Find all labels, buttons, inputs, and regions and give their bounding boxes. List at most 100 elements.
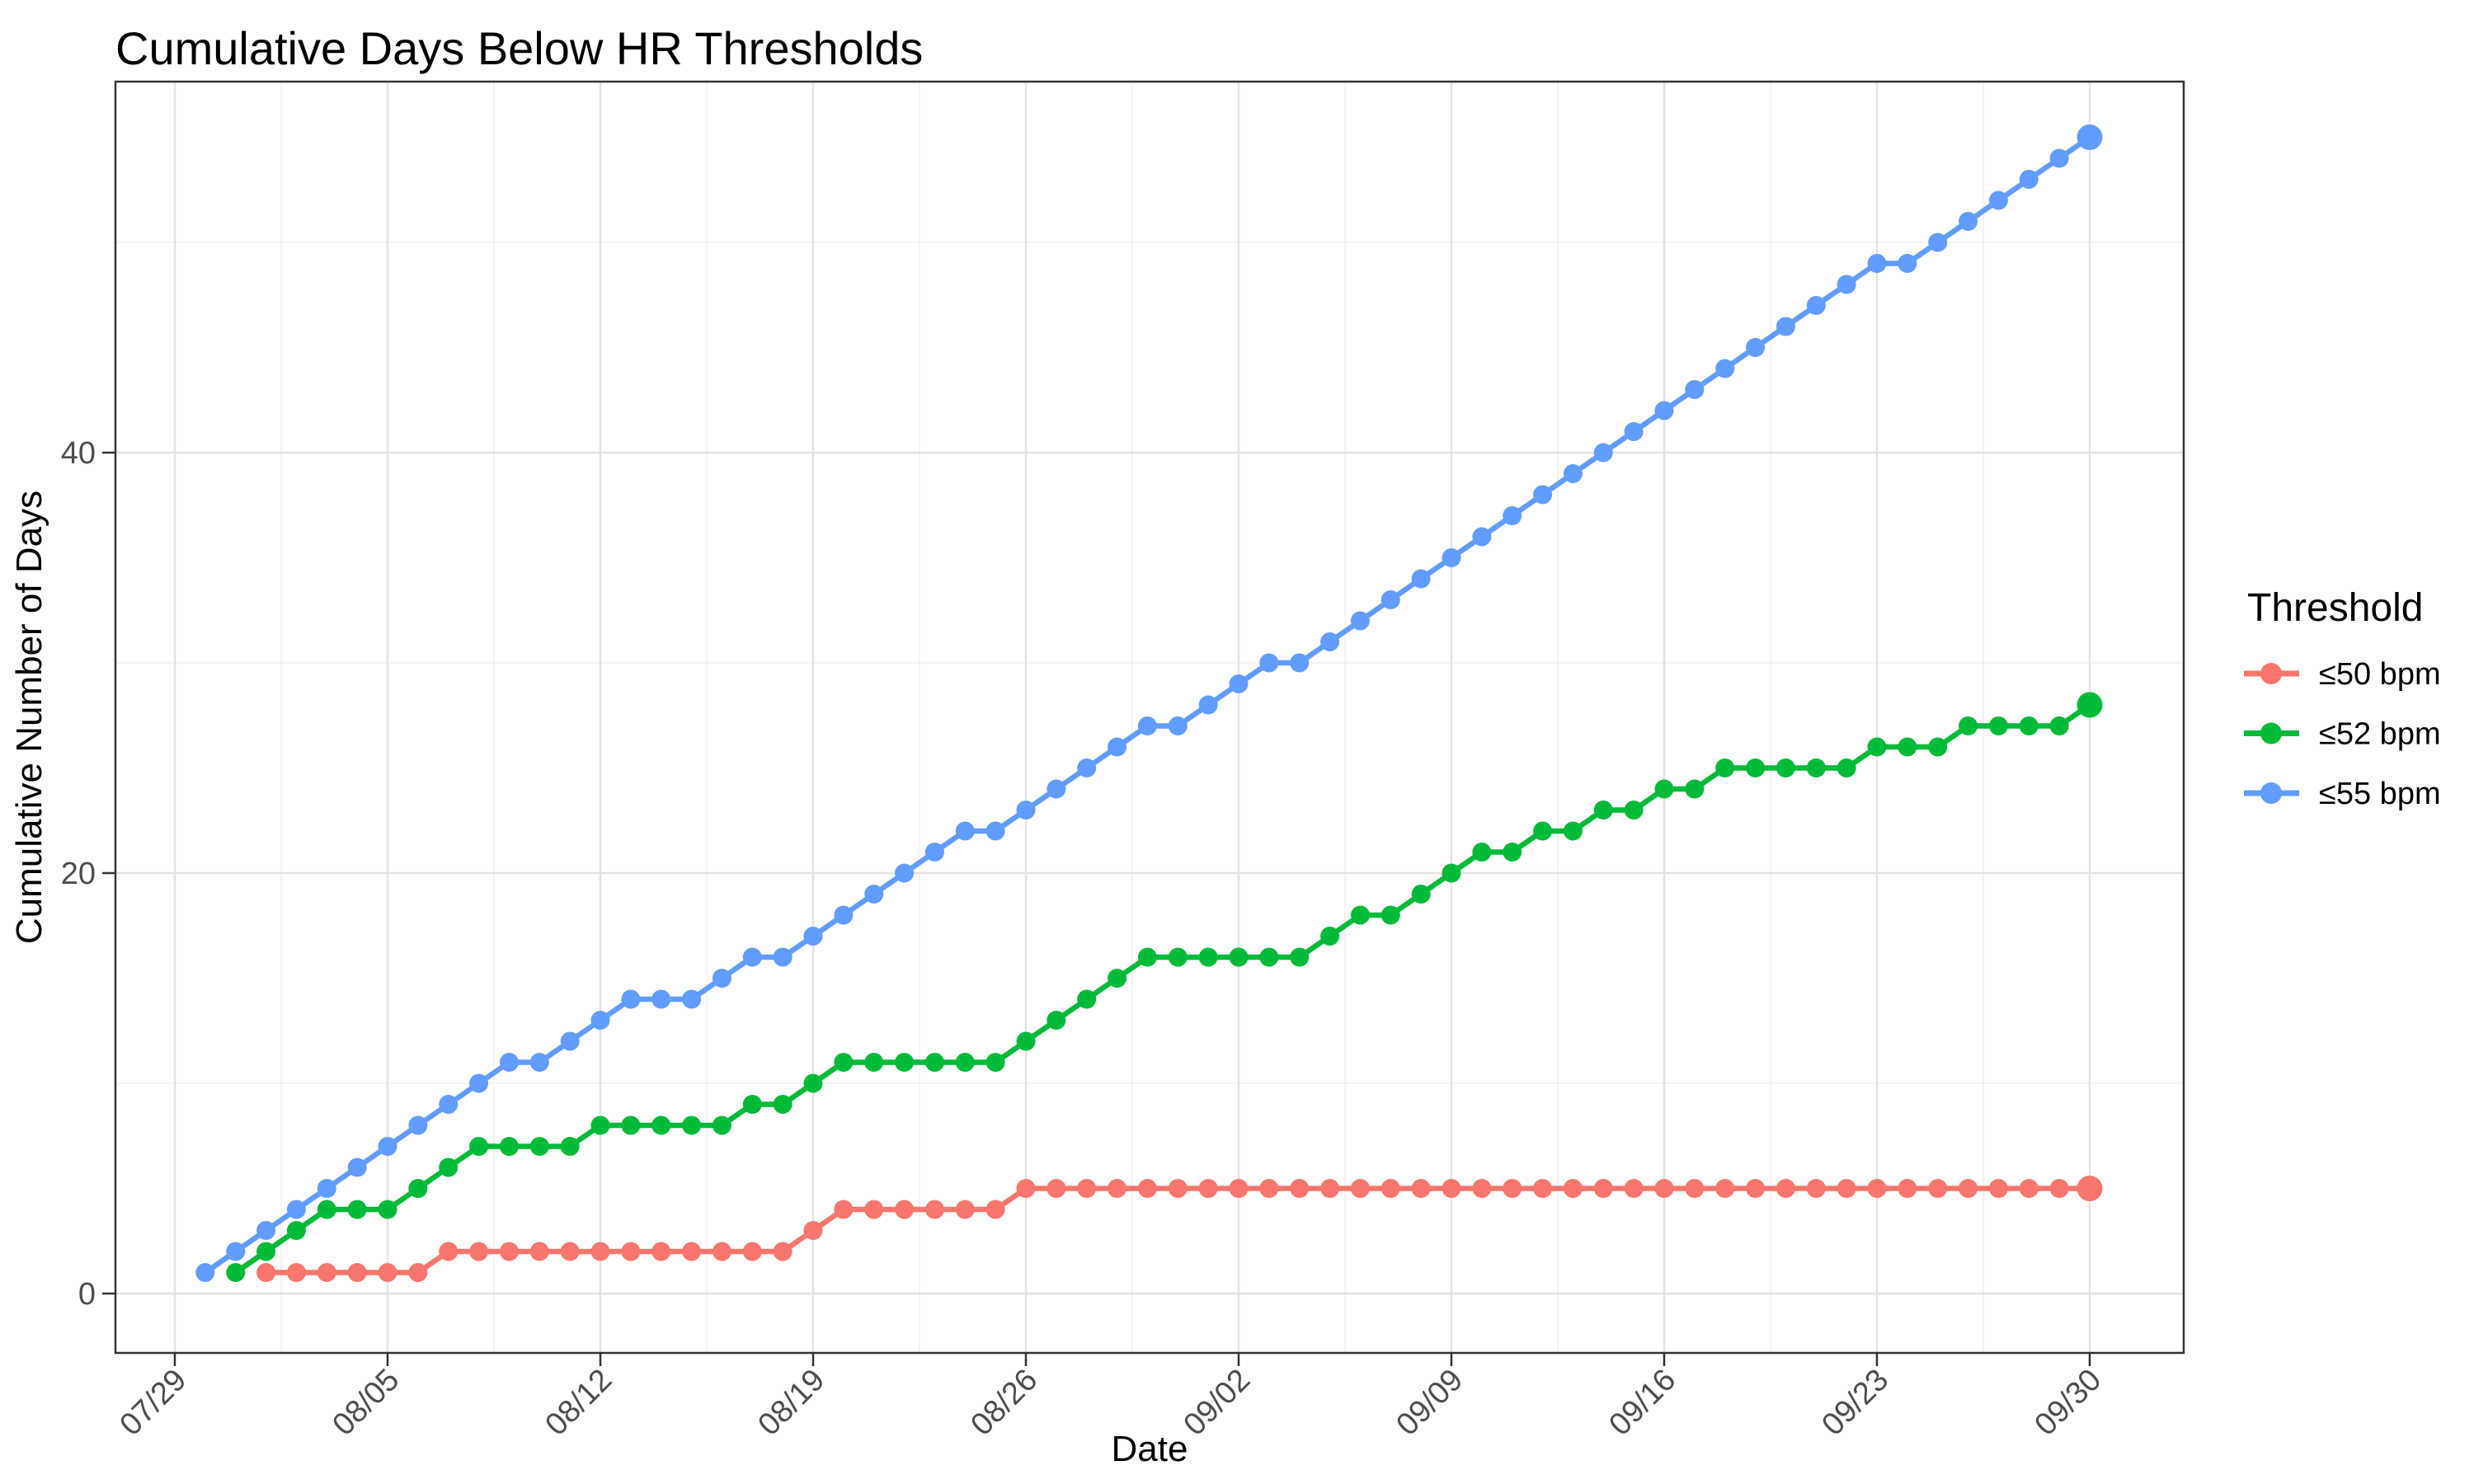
data-point-le52 — [1290, 947, 1310, 967]
data-point-le52 — [1806, 758, 1826, 777]
data-point-le52 — [2049, 716, 2069, 735]
data-point-le52 — [803, 1073, 823, 1093]
data-point-le55 — [590, 1011, 610, 1030]
data-point-le55 — [1137, 716, 1157, 735]
data-point-le55 — [924, 843, 944, 862]
data-point-le52 — [864, 1053, 884, 1072]
data-point-le50 — [682, 1242, 702, 1261]
data-point-le50 — [1259, 1179, 1279, 1198]
data-point-le50 — [529, 1242, 549, 1261]
data-point-le50 — [1411, 1179, 1431, 1198]
data-point-le52 — [1503, 843, 1522, 862]
data-point-le55 — [895, 863, 915, 883]
x-tick-label: 08/19 — [751, 1363, 831, 1443]
data-point-le52 — [1411, 885, 1431, 904]
data-point-le55 — [1229, 674, 1249, 693]
data-point-le52 — [773, 1095, 793, 1114]
data-point-le55 — [1350, 611, 1370, 631]
data-point-le50 — [1624, 1179, 1644, 1198]
data-point-le50 — [1746, 1179, 1766, 1198]
data-point-le55 — [378, 1137, 397, 1156]
legend: Threshold ≤50 bpm ≤52 bpm ≤55 bpm — [2244, 586, 2441, 811]
data-point-le55 — [1320, 632, 1340, 651]
legend-title: Threshold — [2247, 586, 2423, 630]
data-point-le52 — [347, 1200, 367, 1219]
data-point-le55 — [1380, 590, 1400, 609]
data-point-le55 — [560, 1031, 580, 1051]
data-point-le50 — [1077, 1179, 1097, 1198]
data-point-le55 — [1016, 801, 1036, 819]
data-point-le50 — [1563, 1179, 1583, 1198]
data-point-le55 — [682, 989, 702, 1009]
data-point-le52 — [286, 1221, 306, 1240]
data-point-le52 — [1077, 989, 1097, 1009]
data-point-le52 — [1654, 779, 1674, 799]
data-point-le50 — [1229, 1179, 1249, 1198]
data-point-le52 — [2019, 716, 2039, 735]
data-point-le50 — [1867, 1179, 1887, 1198]
x-tick-label: 08/05 — [326, 1363, 406, 1443]
data-point-le50 — [1988, 1179, 2008, 1198]
data-point-le52 — [1563, 821, 1583, 841]
data-point-le55 — [803, 927, 823, 946]
data-point-le55 — [256, 1221, 276, 1240]
data-point-le50 — [834, 1200, 854, 1219]
data-point-le52 — [1533, 821, 1553, 841]
major-gridlines — [115, 82, 2184, 1353]
data-point-le52 — [1928, 737, 1948, 757]
data-point-le50 — [895, 1200, 915, 1219]
data-point-le50 — [621, 1242, 641, 1261]
data-point-le50 — [1137, 1179, 1157, 1198]
x-axis-title: Date — [1112, 1429, 1188, 1469]
data-point-le52 — [378, 1200, 397, 1219]
data-point-le55 — [1108, 737, 1127, 757]
data-point-le50 — [1685, 1179, 1705, 1198]
data-point-le52 — [1350, 905, 1370, 925]
data-point-le50 — [1503, 1179, 1522, 1198]
data-point-le50 — [1047, 1179, 1066, 1198]
data-point-le52 — [955, 1053, 975, 1072]
panel-border — [114, 80, 2185, 1355]
data-point-le52 — [1380, 905, 1400, 925]
data-point-le55 — [1503, 506, 1522, 525]
data-point-le55 — [1715, 359, 1735, 378]
x-tick-label: 09/09 — [1390, 1363, 1470, 1443]
data-point-le50 — [742, 1242, 762, 1261]
x-tick-label: 08/12 — [539, 1363, 618, 1443]
data-point-le50 — [1442, 1179, 1461, 1198]
data-point-le52 — [1746, 758, 1766, 777]
legend-entry-le52: ≤52 bpm — [2244, 717, 2441, 752]
data-point-le50 — [712, 1242, 731, 1261]
data-point-le52 — [1959, 716, 1978, 735]
data-point-le52 — [408, 1179, 428, 1198]
data-point-le55 — [529, 1053, 549, 1072]
data-point-le52 — [834, 1053, 854, 1072]
data-point-le55 — [1776, 317, 1795, 336]
data-point-le52 — [1867, 737, 1887, 757]
data-point-le50 — [985, 1200, 1005, 1219]
data-point-le55 — [1624, 422, 1644, 441]
data-point-le52 — [1047, 1011, 1066, 1030]
data-point-le52 — [226, 1263, 246, 1282]
data-point-le55 — [1077, 758, 1097, 777]
data-point-le55 — [317, 1179, 336, 1198]
data-point-le52 — [1837, 758, 1856, 777]
data-point-le52 — [712, 1115, 731, 1135]
data-point-le55 — [1988, 190, 2008, 210]
data-point-le55 — [439, 1095, 459, 1114]
data-point-le50 — [1016, 1179, 1036, 1198]
data-point-le52 — [256, 1242, 276, 1261]
data-point-le52 — [1776, 758, 1795, 777]
legend-label: ≤50 bpm — [2319, 657, 2441, 692]
y-tick-label: 0 — [78, 1277, 96, 1312]
data-point-le50 — [2049, 1179, 2069, 1198]
data-point-le50 — [773, 1242, 793, 1261]
data-point-le52 — [499, 1137, 519, 1156]
x-tick-label: 07/29 — [113, 1363, 193, 1443]
data-point-le52 — [651, 1115, 671, 1135]
data-point-le55 — [1959, 212, 1978, 231]
data-point-le50 — [1108, 1179, 1127, 1198]
data-point-le50 — [317, 1263, 336, 1282]
data-point-le50 — [1290, 1179, 1310, 1198]
